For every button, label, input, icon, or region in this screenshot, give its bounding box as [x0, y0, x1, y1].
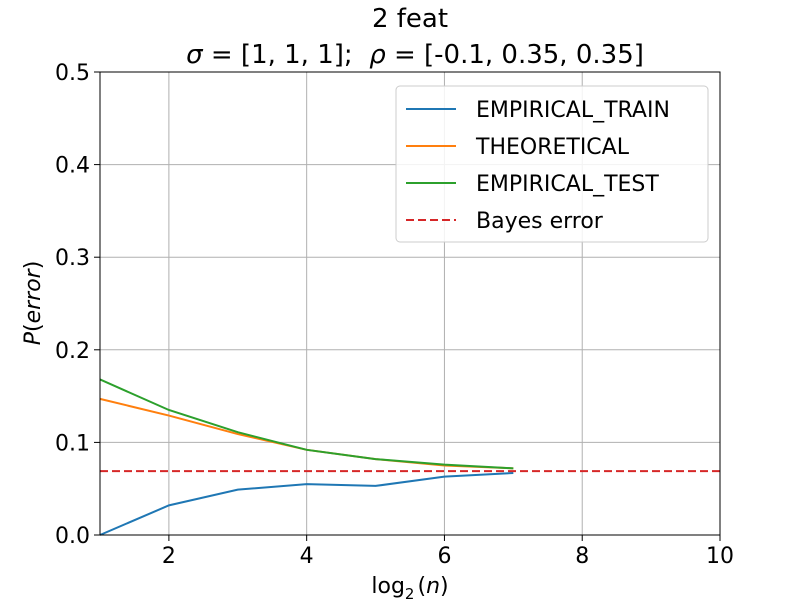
- plot-frame: [99, 71, 721, 536]
- y-label-error: error: [21, 267, 46, 323]
- x-label-log: log: [371, 574, 405, 599]
- x-axis-label: log2 (n): [371, 574, 448, 600]
- x-tick-label: 2: [162, 544, 176, 569]
- plot-lines: [99, 378, 720, 536]
- legend-entry: Bayes error: [476, 209, 604, 234]
- x-label-close-paren: ): [440, 574, 449, 599]
- y-tick-label: 0.1: [55, 431, 90, 456]
- y-label-p: P: [21, 331, 46, 345]
- series-line: [99, 471, 514, 536]
- y-tick-label: 0.0: [55, 524, 90, 549]
- x-tick-label: 6: [437, 544, 451, 569]
- y-label-open-paren: (: [21, 323, 46, 332]
- x-label-n: n: [426, 574, 440, 599]
- x-tick-label: 10: [706, 544, 734, 569]
- y-tick-label: 0.5: [55, 61, 90, 86]
- x-label-base: 2: [405, 585, 415, 600]
- axis-ticks: 2 4 6 8 10 0.0 0.1 0.2 0.3 0.4 0.5: [55, 61, 734, 569]
- chart-title-line1: 2 feat: [372, 4, 448, 34]
- y-tick-label: 0.2: [55, 339, 90, 364]
- legend: EMPIRICAL_TRAIN THEORETICAL EMPIRICAL_TEST…: [395, 85, 709, 243]
- y-tick-label: 0.3: [55, 246, 90, 271]
- legend-entry: THEORETICAL: [475, 135, 630, 160]
- series-line: [99, 378, 514, 470]
- title-rho-values: = [-0.1, 0.35, 0.35]: [386, 40, 644, 70]
- x-tick-label: 4: [300, 544, 314, 569]
- y-label-close-paren: ): [21, 261, 46, 270]
- legend-entry: EMPIRICAL_TRAIN: [476, 98, 670, 123]
- title-sigma-symbol: σ: [186, 40, 204, 70]
- legend-entry: EMPIRICAL_TEST: [476, 172, 659, 197]
- title-rho-symbol: ρ: [369, 40, 386, 70]
- x-tick-label: 8: [575, 544, 589, 569]
- y-tick-label: 0.4: [55, 154, 90, 179]
- y-axis-label: P(error): [21, 261, 46, 346]
- chart-title-line2: σ = [1, 1, 1]; ρ = [-0.1, 0.35, 0.35]: [186, 40, 644, 70]
- legend-box: [395, 85, 709, 243]
- title-sigma-values: = [1, 1, 1];: [203, 40, 370, 70]
- x-label-open-paren: (: [417, 574, 426, 599]
